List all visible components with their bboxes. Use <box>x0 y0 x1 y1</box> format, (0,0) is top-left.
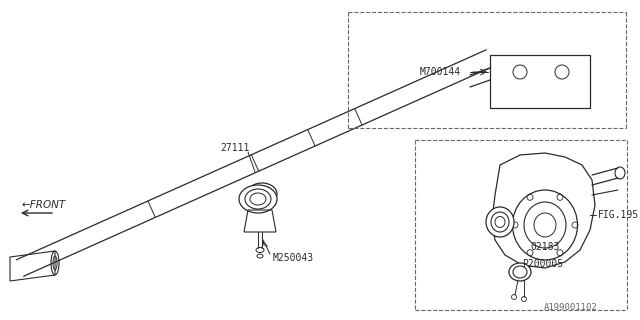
Text: A199001102: A199001102 <box>544 303 598 312</box>
Polygon shape <box>490 55 590 108</box>
Text: M700144: M700144 <box>420 67 461 77</box>
Text: P200005: P200005 <box>522 259 563 269</box>
Text: 27111: 27111 <box>220 143 250 153</box>
Polygon shape <box>492 153 595 268</box>
Ellipse shape <box>524 202 566 248</box>
Ellipse shape <box>251 186 273 202</box>
Text: ←FRONT: ←FRONT <box>22 200 67 210</box>
Ellipse shape <box>239 185 277 213</box>
Text: FIG.195: FIG.195 <box>598 210 639 220</box>
Ellipse shape <box>486 207 514 237</box>
Ellipse shape <box>513 190 577 260</box>
Text: 02183: 02183 <box>530 242 559 252</box>
Text: M250043: M250043 <box>273 253 314 263</box>
Ellipse shape <box>491 212 509 232</box>
Ellipse shape <box>255 189 269 199</box>
Ellipse shape <box>509 263 531 281</box>
Ellipse shape <box>247 183 277 205</box>
